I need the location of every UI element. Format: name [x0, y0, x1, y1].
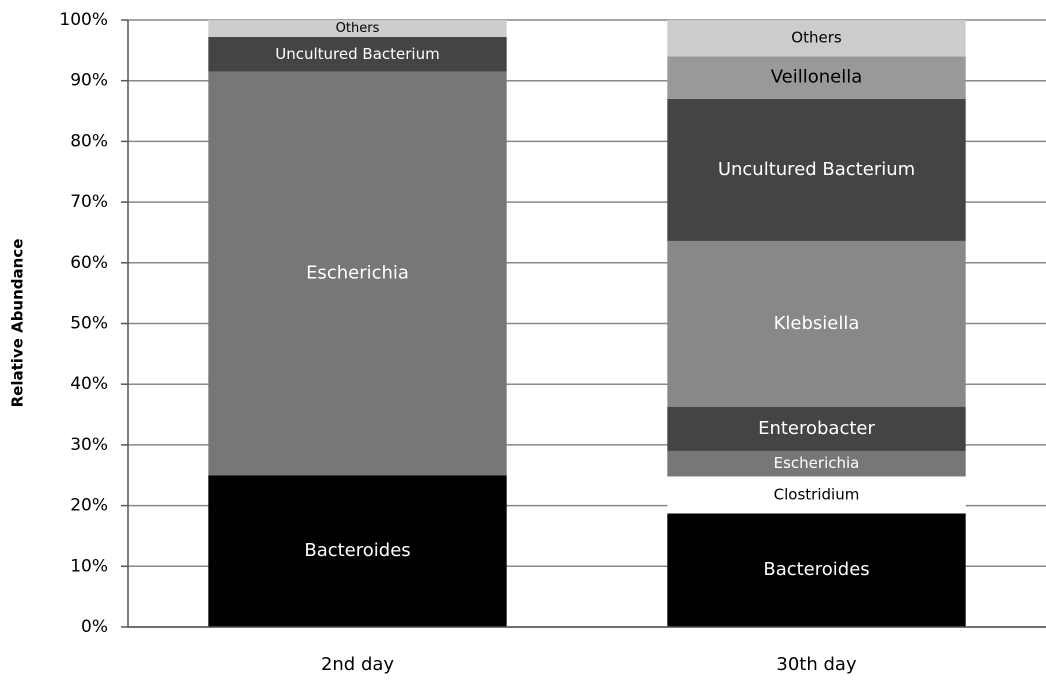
segment-label: Bacteroides: [763, 559, 869, 580]
bar-segment: [667, 406, 966, 451]
bar-segment: [667, 98, 966, 241]
segment-label: Others: [336, 21, 380, 36]
bar-segment: [208, 475, 507, 627]
segment-label: Veillonella: [771, 67, 863, 88]
x-tick-label: 2nd day: [321, 654, 394, 675]
y-tick-label: 20%: [70, 496, 108, 516]
segment-label: Others: [791, 29, 842, 47]
segment-label: Clostridium: [774, 485, 860, 503]
bar-segment: [667, 240, 966, 407]
segment-label: Enterobacter: [758, 418, 875, 439]
bar-segment: [208, 20, 507, 37]
bar-segment: [667, 476, 966, 514]
bar-segment: [208, 71, 507, 476]
bar-segment: [667, 56, 966, 99]
segment-label: Uncultured Bacterium: [275, 45, 439, 63]
x-tick-label: 30th day: [776, 654, 857, 675]
segment-label: Escherichia: [306, 262, 409, 283]
bar-segment: [667, 20, 966, 57]
bar-segment: [667, 513, 966, 627]
y-tick-label: 60%: [70, 253, 108, 273]
y-tick-label: 90%: [70, 71, 108, 91]
bar-segment: [208, 36, 507, 72]
bar-segment: [667, 450, 966, 477]
segment-label: Bacteroides: [304, 540, 410, 561]
y-tick-label: 10%: [70, 556, 108, 576]
y-tick-label: 50%: [70, 314, 108, 334]
segment-label: Escherichia: [774, 454, 860, 472]
y-tick-label: 80%: [70, 131, 108, 151]
segment-label: Klebsiella: [774, 313, 860, 334]
y-tick-label: 30%: [70, 435, 108, 455]
segment-label: Uncultured Bacterium: [718, 159, 915, 180]
y-tick-label: 0%: [81, 617, 108, 637]
y-tick-label: 40%: [70, 374, 108, 394]
y-axis-label: Relative Abundance: [9, 239, 27, 408]
y-tick-label: 100%: [59, 10, 108, 30]
y-tick-label: 70%: [70, 192, 108, 212]
